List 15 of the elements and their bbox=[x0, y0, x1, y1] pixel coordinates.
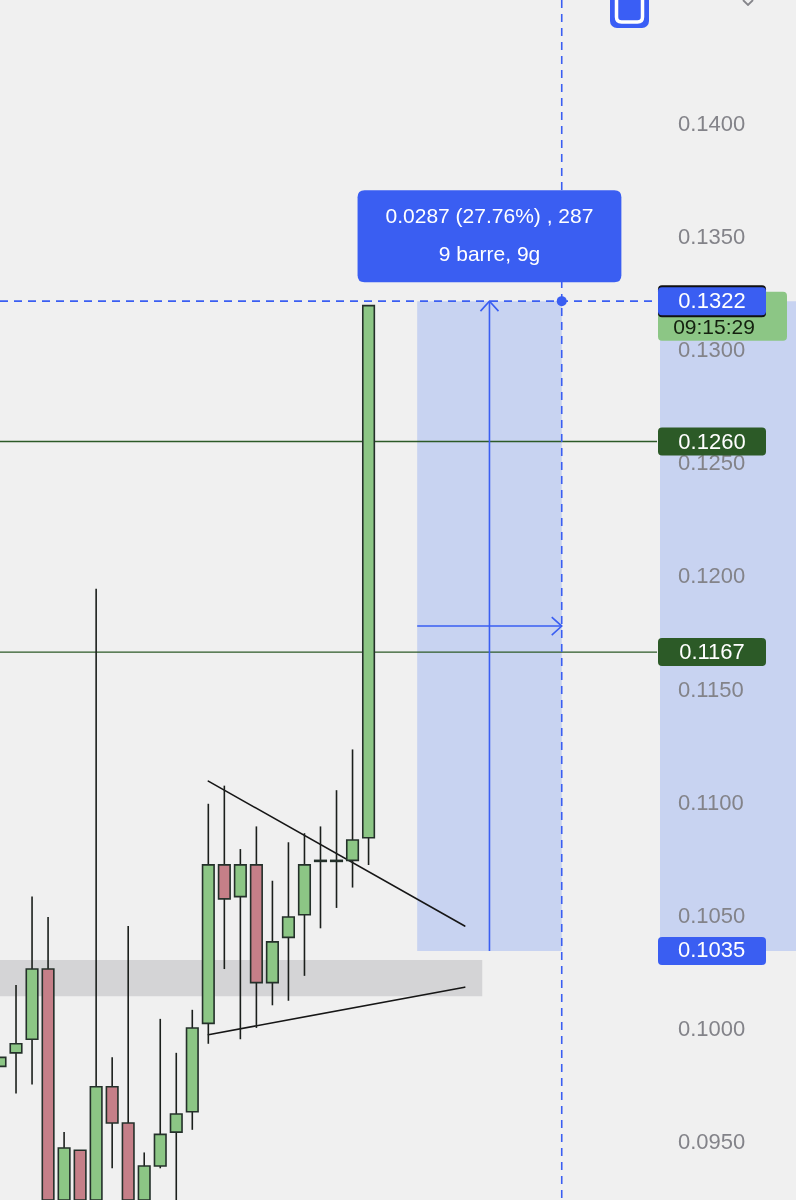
y-tick-label: 0.1000 bbox=[678, 1016, 746, 1042]
y-tick-label: 0.1150 bbox=[678, 676, 744, 702]
y-tick-label: 0.1050 bbox=[678, 903, 746, 929]
y-tick-label: 0.1300 bbox=[678, 337, 746, 363]
annotation: 9 barre, 9g bbox=[438, 241, 541, 265]
y-tick-label: 0.0950 bbox=[678, 1129, 746, 1155]
text: 09:15:29 bbox=[673, 315, 755, 339]
y-tick-label: 0.1100 bbox=[678, 789, 744, 815]
ref-line-label: 0.1167 bbox=[679, 639, 745, 665]
y-tick-label: 0.1035 bbox=[678, 937, 746, 963]
ref-line-label: 0.1322 bbox=[678, 288, 746, 314]
annotation: 0.0287 (27.76%) , 287 bbox=[385, 203, 594, 227]
y-tick-label: 0.1400 bbox=[678, 110, 746, 136]
y-tick-label: 0.1200 bbox=[678, 563, 746, 589]
y-tick-label: 0.1350 bbox=[678, 223, 746, 249]
